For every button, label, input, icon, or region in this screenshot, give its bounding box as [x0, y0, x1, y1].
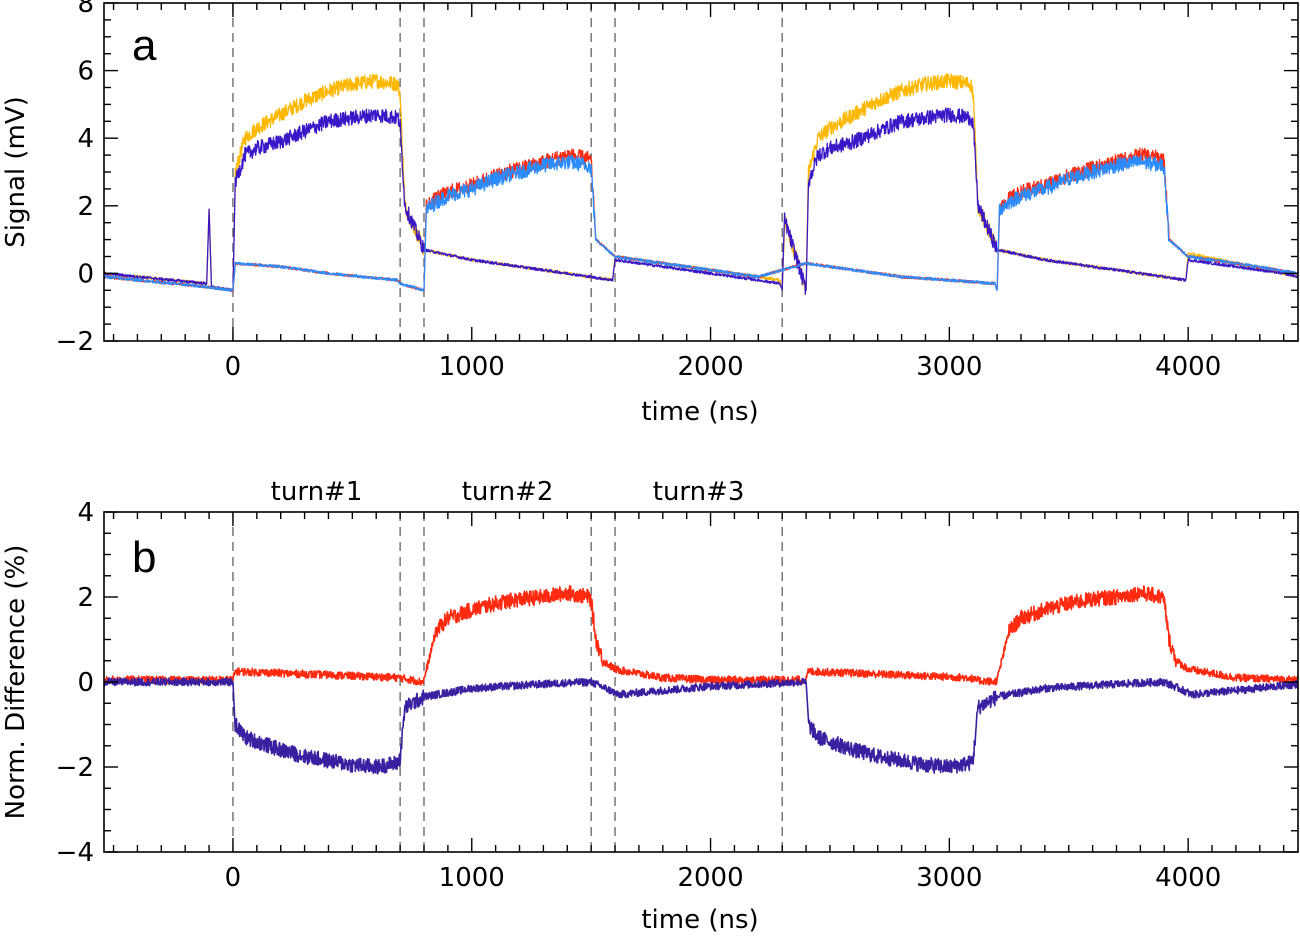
panel-a-y-tick-label: 4	[77, 124, 94, 154]
panel-a: 0 1000 2000 3000 4000 −2 0 2 4 6 8 time (ns) Signa…	[1, 0, 1299, 427]
panel-a-x-tick-label: 4000	[1155, 352, 1221, 382]
panel-a-series-3	[104, 154, 1298, 292]
panel-b-x-tick-label: 0	[225, 863, 242, 893]
panel-b-x-tick-label: 4000	[1155, 863, 1221, 893]
panel-b-y-tick-label: −4	[56, 838, 94, 868]
panel-a-series-1	[104, 107, 1298, 296]
panel-b-x-tick-label: 2000	[677, 863, 743, 893]
panel-a-x-tick-label: 3000	[916, 352, 982, 382]
panel-a-plot-area: 0 1000 2000 3000 4000 −2 0 2 4 6 8	[56, 0, 1299, 382]
panel-b-y-tick-label: −2	[56, 753, 94, 783]
panel-b-ylabel: Norm. Difference (%)	[1, 545, 31, 820]
panel-a-x-tick-label: 0	[225, 352, 242, 382]
panel-a-letter: a	[132, 21, 157, 70]
panel-a-y-tick-label: 0	[77, 259, 94, 289]
panel-b-y-tick-label: 2	[77, 583, 94, 613]
panel-b-series-0	[104, 585, 1298, 686]
panel-b-plot-area: 0 1000 2000 3000 4000 −4 −2 0 2 4 turn#1 turn#2 turn…	[56, 477, 1299, 893]
panel-b-letter: b	[132, 533, 156, 582]
panel-b-y-tick-label: 4	[77, 498, 94, 528]
panel-a-y-tick-label: 8	[77, 0, 94, 19]
panel-a-x-tick-label: 2000	[677, 352, 743, 382]
turn-label-2: turn#2	[462, 477, 554, 507]
panel-b-xlabel: time (ns)	[641, 905, 758, 935]
turn-label-1: turn#1	[271, 477, 363, 507]
panel-a-x-tick-label: 1000	[439, 352, 505, 382]
panel-b-series-1	[104, 677, 1298, 775]
panel-b: 0 1000 2000 3000 4000 −4 −2 0 2 4 turn#1 turn#2 turn…	[1, 477, 1299, 935]
panel-a-xlabel: time (ns)	[641, 397, 758, 427]
panel-a-ylabel: Signal (mV)	[1, 96, 31, 248]
panel-b-x-tick-label: 1000	[439, 863, 505, 893]
panel-a-y-tick-label: 2	[77, 192, 94, 222]
panel-b-x-tick-label: 3000	[916, 863, 982, 893]
panel-b-y-tick-label: 0	[77, 668, 94, 698]
turn-label-3: turn#3	[653, 477, 745, 507]
panel-a-y-tick-label: −2	[56, 327, 94, 357]
panel-a-y-tick-label: 6	[77, 57, 94, 87]
